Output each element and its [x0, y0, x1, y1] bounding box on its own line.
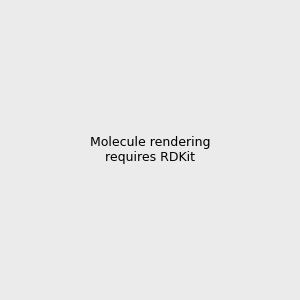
Text: Molecule rendering
requires RDKit: Molecule rendering requires RDKit: [90, 136, 210, 164]
